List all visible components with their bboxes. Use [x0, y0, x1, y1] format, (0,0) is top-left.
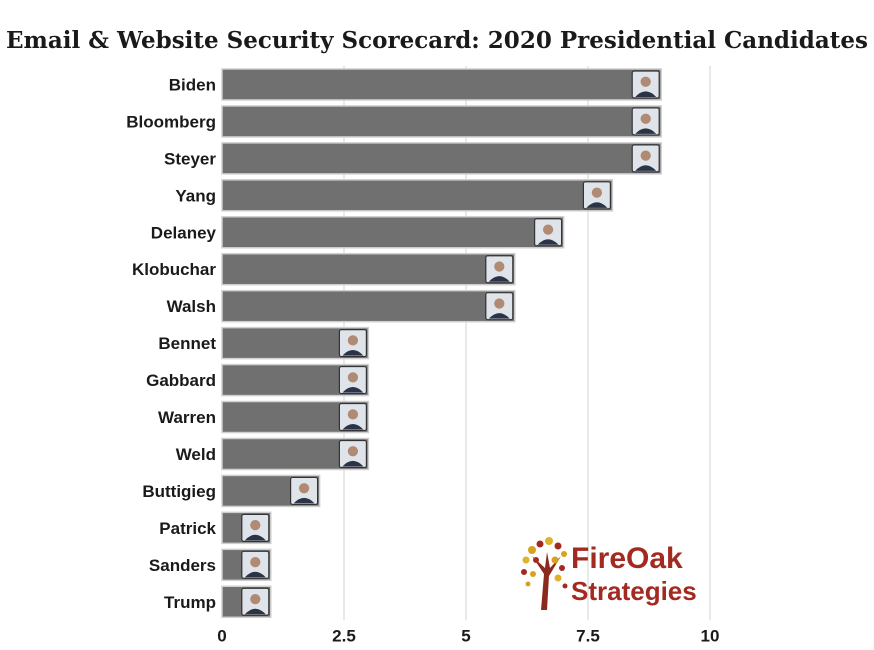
category-label: Weld: [176, 445, 216, 464]
category-label: Warren: [158, 408, 216, 427]
bar-biden: [221, 68, 662, 101]
photo-head: [347, 409, 359, 420]
tick-labels: 0 2.5 5 7.5 10: [217, 626, 719, 645]
photo-head: [494, 261, 505, 272]
photo-head: [591, 187, 603, 198]
photo-head: [640, 76, 651, 87]
photo-shoulders: [635, 91, 657, 97]
oak-tree-icon: [521, 537, 568, 610]
photo-shoulders: [244, 534, 266, 541]
photo-shoulders: [635, 128, 657, 134]
photo-head: [298, 483, 310, 494]
x-tick-label: 10: [701, 626, 720, 645]
category-label: Bennet: [158, 334, 216, 353]
category-label: Steyer: [164, 149, 216, 168]
category-label: Trump: [164, 593, 216, 612]
photo-shoulders: [537, 239, 559, 245]
photo-shoulders: [488, 276, 510, 282]
category-label: Yang: [175, 186, 216, 205]
category-label: Walsh: [167, 297, 216, 316]
photo-shoulders: [244, 571, 266, 578]
x-tick-label: 2.5: [332, 626, 356, 645]
x-tick-label: 0: [217, 626, 226, 645]
photo-shoulders: [488, 313, 510, 319]
bar-klobuchar: [221, 252, 516, 286]
x-tick-label: 7.5: [576, 626, 600, 645]
bar-bloomberg: [221, 105, 662, 138]
photo-head: [250, 520, 261, 531]
logo-name: FireOak: [571, 542, 683, 575]
bar-delaney: [221, 216, 565, 249]
photo-shoulders: [342, 423, 364, 430]
photo-shoulders: [586, 202, 608, 208]
photo-shoulders: [635, 165, 657, 171]
category-label: Biden: [169, 75, 216, 94]
logo-subtitle: Strategies: [571, 576, 697, 606]
category-label: Klobuchar: [132, 260, 216, 279]
photo-shoulders: [342, 460, 364, 467]
photo-shoulders: [244, 608, 266, 615]
x-tick-label: 5: [461, 626, 470, 645]
category-label: Patrick: [159, 519, 216, 538]
photo-head: [347, 335, 359, 346]
photo-shoulders: [342, 350, 364, 356]
photo-shoulders: [342, 387, 364, 393]
photo-head: [347, 446, 359, 457]
photo-head: [250, 593, 261, 605]
photo-head: [640, 150, 651, 161]
category-label: Delaney: [151, 223, 217, 242]
category-label: Gabbard: [146, 371, 216, 390]
photo-shoulders: [293, 497, 315, 504]
chart-title: Email & Website Security Scorecard: 2020…: [6, 27, 868, 54]
category-label: Buttigieg: [142, 482, 216, 501]
photo-head: [494, 298, 505, 309]
photo-head: [640, 113, 651, 124]
category-label: Bloomberg: [126, 112, 216, 131]
bars: [221, 68, 662, 619]
photo-head: [542, 224, 554, 235]
bar-steyer: [221, 142, 662, 175]
bar-yang: [221, 179, 614, 212]
bar-walsh: [221, 289, 516, 323]
photo-head: [347, 372, 359, 383]
category-label: Sanders: [149, 556, 216, 575]
photo-head: [250, 556, 261, 568]
category-labels: Biden Bloomberg Steyer Yang Delaney Klobuchar…: [126, 75, 216, 611]
fireoak-logo: FireOak Strategies: [521, 537, 697, 610]
